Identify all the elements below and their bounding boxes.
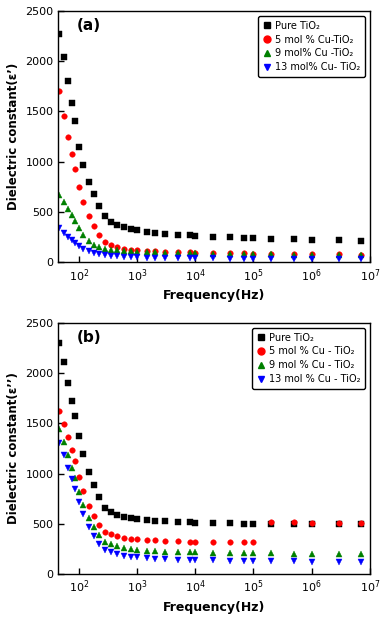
Y-axis label: Dielectric constant(ε’’): Dielectric constant(ε’’) <box>7 373 20 524</box>
Legend: Pure TiO₂, 5 mol % Cu-TiO₂, 9 mol% Cu -TiO₂, 13 mol% Cu- TiO₂: Pure TiO₂, 5 mol % Cu-TiO₂, 9 mol% Cu -T… <box>258 16 365 77</box>
Y-axis label: Dielectric constant(ε’): Dielectric constant(ε’) <box>7 63 20 210</box>
X-axis label: Frequency(Hz): Frequency(Hz) <box>163 601 265 614</box>
Legend: Pure TiO₂, 5 mol % Cu - TiO₂, 9 mol % Cu - TiO₂, 13 mol % Cu - TiO₂: Pure TiO₂, 5 mol % Cu - TiO₂, 9 mol % Cu… <box>252 328 365 389</box>
Text: (b): (b) <box>77 330 102 345</box>
X-axis label: Frequency(Hz): Frequency(Hz) <box>163 289 265 302</box>
Text: (a): (a) <box>77 19 101 34</box>
